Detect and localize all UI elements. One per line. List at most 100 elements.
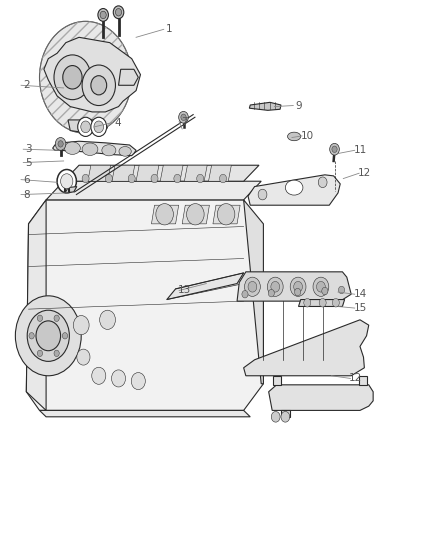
Polygon shape (64, 165, 258, 181)
Polygon shape (39, 410, 250, 417)
Circle shape (155, 204, 173, 225)
Circle shape (94, 121, 103, 133)
Polygon shape (151, 205, 178, 224)
Circle shape (318, 177, 326, 188)
Circle shape (113, 6, 124, 19)
Polygon shape (118, 69, 138, 85)
Circle shape (318, 298, 325, 307)
Circle shape (217, 204, 234, 225)
Polygon shape (298, 300, 344, 306)
Circle shape (270, 281, 279, 292)
Circle shape (186, 204, 204, 225)
Text: 2: 2 (23, 80, 30, 90)
Polygon shape (136, 165, 159, 181)
Ellipse shape (285, 180, 302, 195)
Polygon shape (247, 175, 339, 205)
Circle shape (128, 174, 135, 183)
Circle shape (55, 138, 66, 150)
Text: 6: 6 (23, 175, 30, 184)
Circle shape (58, 141, 63, 147)
Text: 3: 3 (25, 144, 32, 154)
Circle shape (63, 66, 82, 89)
Ellipse shape (64, 142, 80, 155)
Circle shape (268, 289, 274, 297)
Polygon shape (243, 200, 263, 384)
Polygon shape (112, 165, 134, 181)
Polygon shape (26, 200, 46, 410)
Circle shape (54, 315, 59, 321)
Polygon shape (208, 165, 231, 181)
Circle shape (29, 333, 34, 339)
Text: 14: 14 (353, 289, 366, 299)
Circle shape (321, 287, 327, 295)
Text: 15: 15 (353, 303, 366, 313)
Polygon shape (212, 205, 240, 224)
Circle shape (37, 315, 42, 321)
Polygon shape (68, 120, 107, 133)
Circle shape (111, 370, 125, 387)
Polygon shape (160, 165, 183, 181)
Polygon shape (272, 376, 280, 385)
Polygon shape (184, 165, 207, 181)
Polygon shape (53, 141, 136, 156)
Circle shape (180, 114, 186, 120)
Circle shape (115, 9, 121, 16)
Text: 10: 10 (300, 131, 313, 141)
Circle shape (271, 411, 279, 422)
Polygon shape (88, 165, 110, 181)
Circle shape (173, 174, 180, 183)
Circle shape (267, 277, 283, 296)
Circle shape (131, 373, 145, 390)
Polygon shape (280, 410, 289, 417)
Ellipse shape (82, 143, 98, 156)
Circle shape (82, 65, 115, 106)
Ellipse shape (287, 132, 300, 141)
Circle shape (312, 277, 328, 296)
Circle shape (178, 111, 188, 123)
Circle shape (37, 350, 42, 357)
Circle shape (329, 143, 339, 155)
Text: 7: 7 (180, 117, 187, 126)
Polygon shape (358, 376, 366, 385)
Polygon shape (44, 37, 140, 112)
Circle shape (62, 333, 67, 339)
Circle shape (219, 174, 226, 183)
Circle shape (60, 174, 73, 189)
Circle shape (77, 349, 90, 365)
Text: 5: 5 (25, 158, 32, 167)
Text: 13: 13 (177, 286, 191, 295)
Polygon shape (237, 272, 350, 301)
Circle shape (151, 174, 158, 183)
Text: 1: 1 (165, 25, 172, 34)
Polygon shape (268, 385, 372, 410)
Circle shape (98, 9, 108, 21)
Polygon shape (243, 320, 368, 376)
Circle shape (78, 117, 93, 136)
Circle shape (294, 288, 300, 296)
Circle shape (54, 350, 59, 357)
Polygon shape (182, 205, 209, 224)
Circle shape (290, 277, 305, 296)
Circle shape (100, 11, 106, 19)
Text: 8: 8 (23, 190, 30, 199)
Circle shape (332, 298, 339, 307)
Circle shape (241, 290, 247, 298)
Circle shape (92, 367, 106, 384)
Text: 11: 11 (353, 146, 366, 155)
Circle shape (73, 316, 89, 335)
Circle shape (293, 281, 302, 292)
Polygon shape (249, 102, 280, 110)
Circle shape (338, 286, 344, 294)
Polygon shape (65, 187, 77, 193)
Circle shape (99, 310, 115, 329)
Circle shape (244, 277, 260, 296)
Circle shape (36, 321, 60, 351)
Circle shape (15, 296, 81, 376)
Polygon shape (166, 273, 243, 300)
Circle shape (196, 174, 203, 183)
Circle shape (91, 117, 106, 136)
Circle shape (57, 169, 76, 193)
Circle shape (82, 174, 89, 183)
Circle shape (39, 21, 131, 133)
Circle shape (247, 281, 256, 292)
